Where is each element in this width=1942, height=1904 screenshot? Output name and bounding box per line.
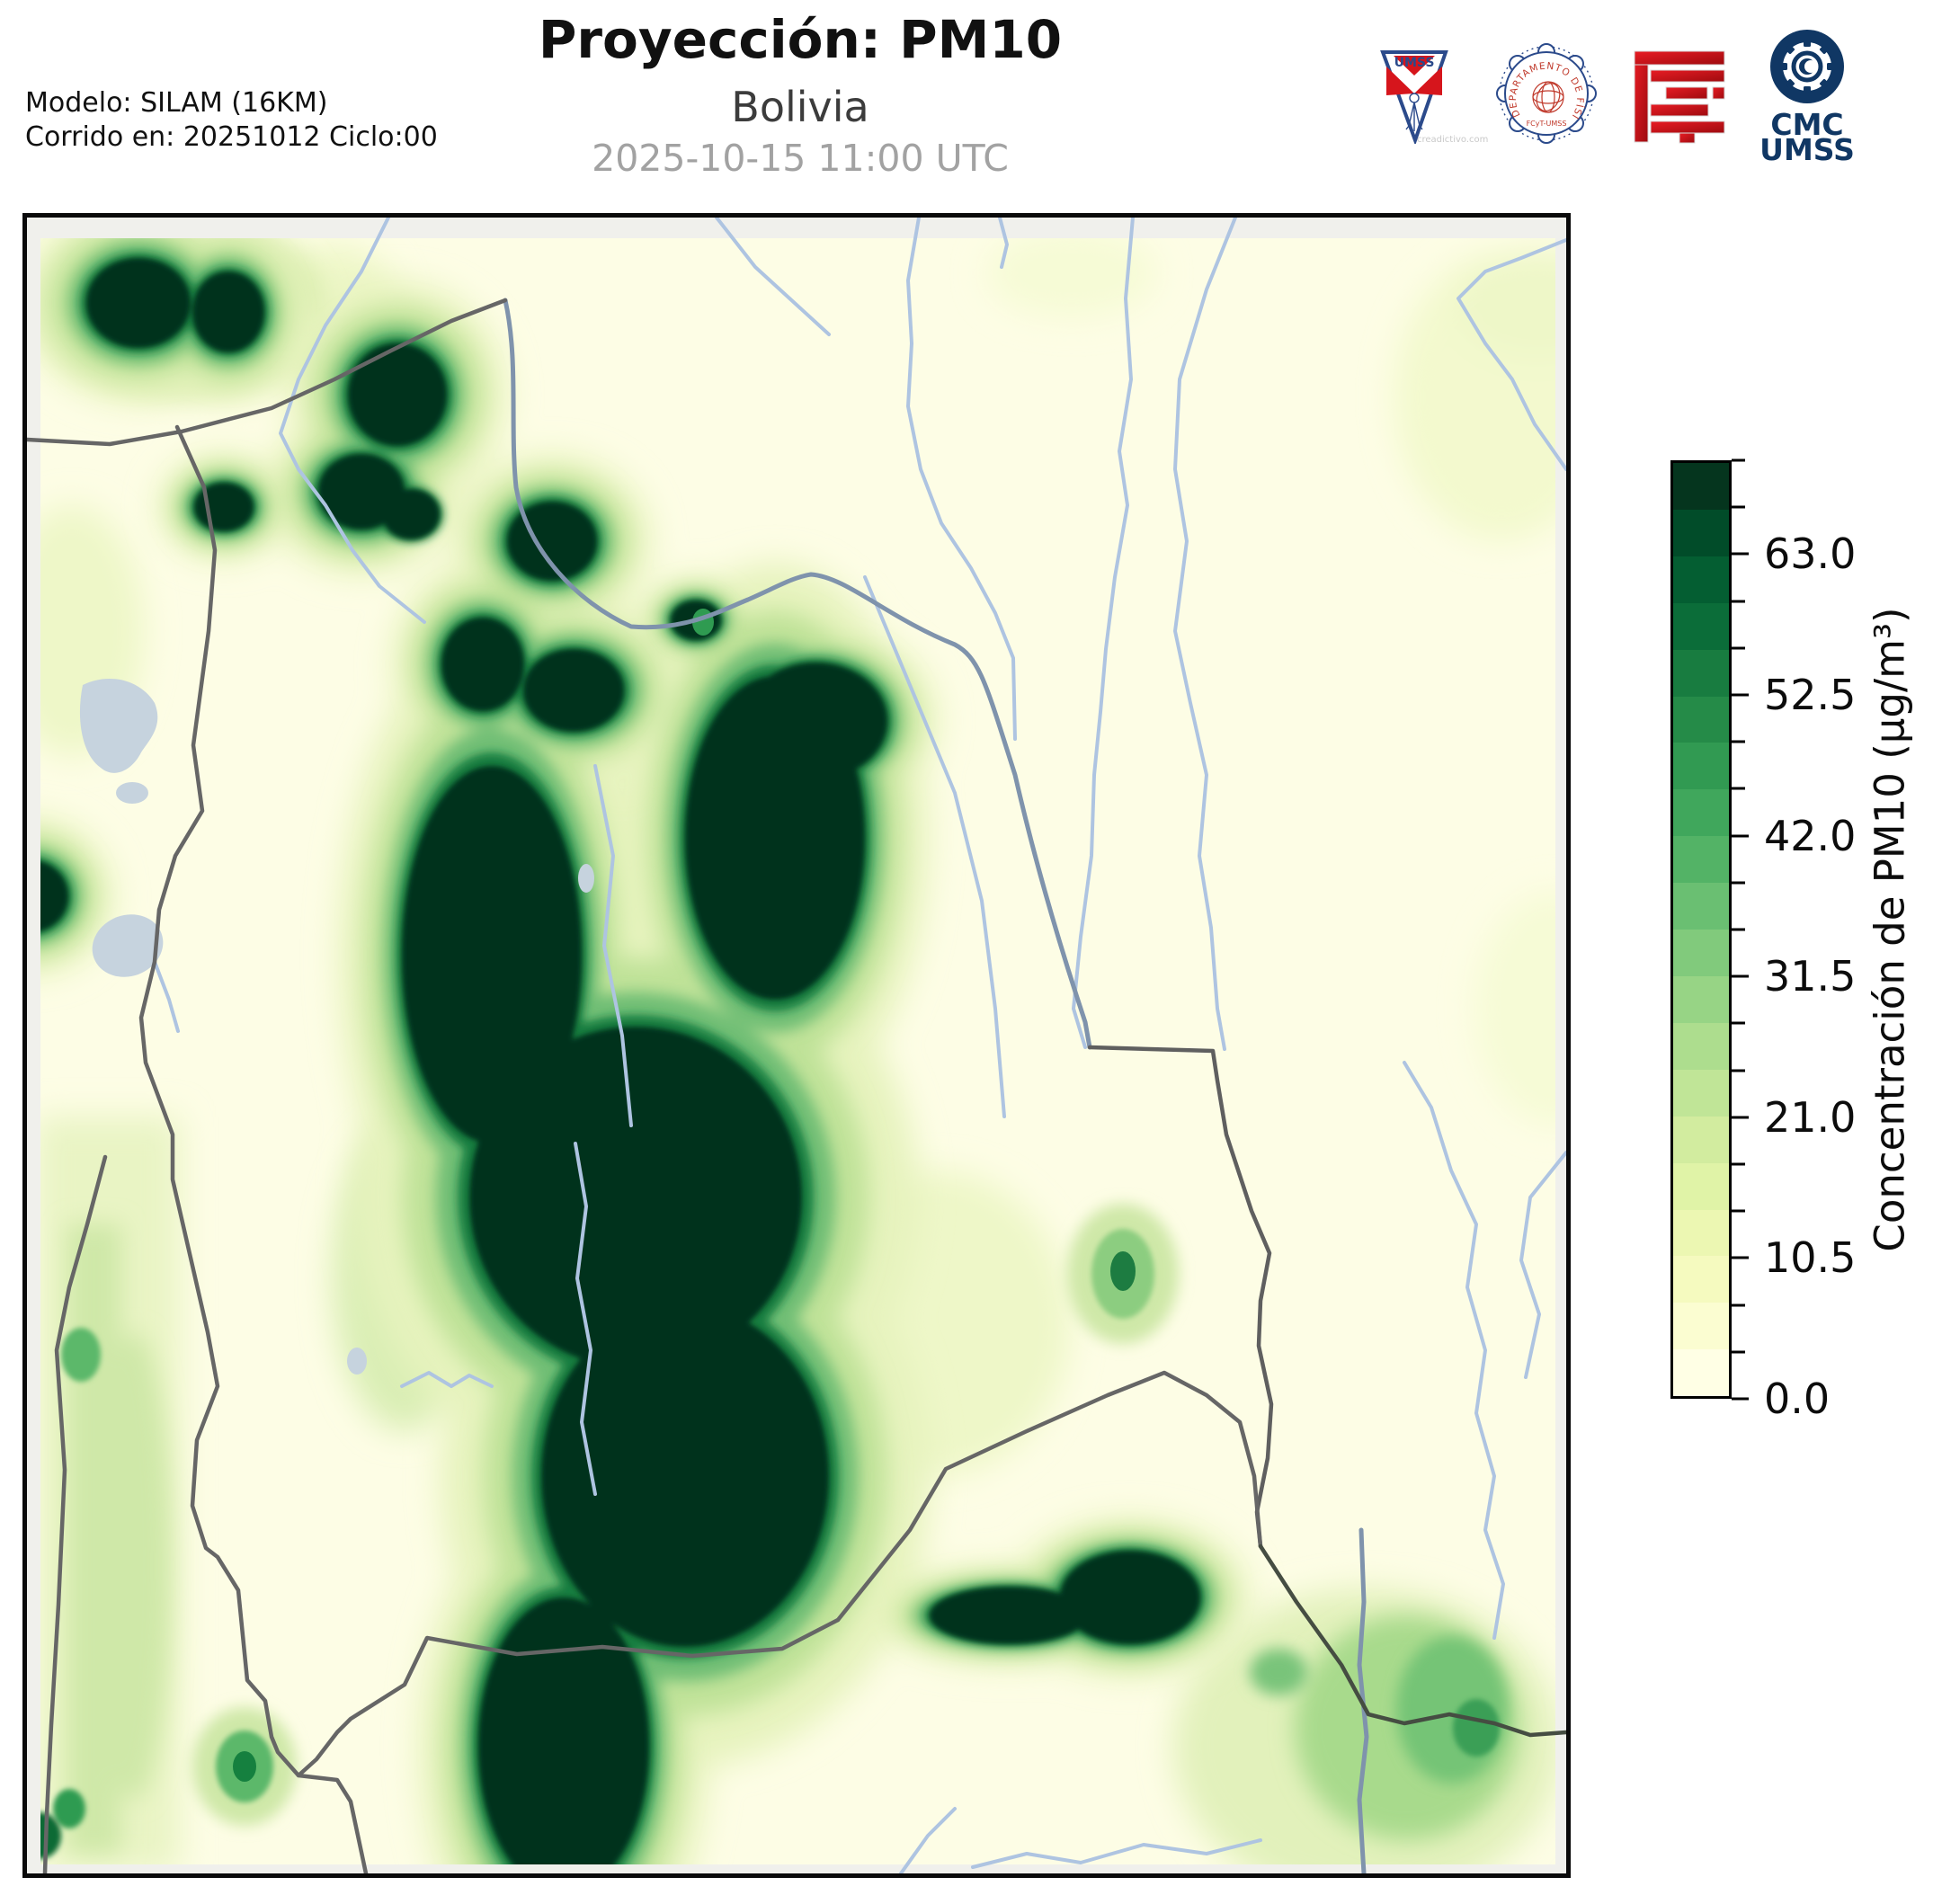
page-title: Proyección: PM10 bbox=[538, 9, 1063, 70]
colorbar-segment bbox=[1673, 789, 1729, 837]
colorbar-major-tick bbox=[1732, 834, 1749, 838]
border-south-east bbox=[1258, 1544, 1566, 1738]
colorbar-tick-label: 42.0 bbox=[1764, 811, 1857, 860]
cmc-text: CMC bbox=[1770, 107, 1843, 142]
cmc-umss-text: UMSS bbox=[1759, 132, 1855, 162]
colorbar-segment bbox=[1673, 1303, 1729, 1350]
colorbar-minor-tick bbox=[1732, 458, 1745, 462]
umss-pennant-logo: UMSS bbox=[1379, 49, 1449, 144]
umss-logo-text: UMSS bbox=[1394, 56, 1435, 70]
colorbar-minor-tick bbox=[1732, 505, 1745, 509]
colorbar-segment bbox=[1673, 1069, 1729, 1117]
model-info: Modelo: SILAM (16KM) Corrido en: 2025101… bbox=[25, 86, 438, 155]
colorbar-segment bbox=[1673, 883, 1729, 930]
rivers bbox=[153, 218, 1566, 1873]
colorbar-major-tick bbox=[1732, 1116, 1749, 1119]
colorbar-gradient bbox=[1670, 460, 1732, 1399]
region-subtitle: Bolivia bbox=[731, 83, 869, 131]
colorbar-segment bbox=[1673, 509, 1729, 556]
colorbar-ticks: 0.0 10.5 21.0 31.5 42.0 52.5 63.0 bbox=[1732, 458, 1942, 1423]
seal-bottom-text: FCyT-UMSS bbox=[1527, 120, 1567, 128]
colorbar-minor-tick bbox=[1732, 1162, 1745, 1166]
colorbar-segment bbox=[1673, 1116, 1729, 1163]
lake-titicaca bbox=[79, 678, 158, 773]
colorbar-tick-label: 0.0 bbox=[1764, 1375, 1831, 1423]
colorbar-minor-tick bbox=[1732, 1209, 1745, 1213]
border-north-west bbox=[27, 298, 508, 447]
colorbar-segment bbox=[1673, 1349, 1729, 1397]
logo-watermark: creadictivo.com bbox=[1417, 135, 1489, 145]
colorbar-segment bbox=[1673, 1209, 1729, 1257]
colorbar-minor-tick bbox=[1732, 1350, 1745, 1354]
colorbar-minor-tick bbox=[1732, 1303, 1745, 1307]
colorbar-axis-label: Concentración de PM10 (µg/m³) bbox=[1866, 607, 1914, 1252]
border-brazil-east bbox=[1087, 1045, 1274, 1549]
pm10-contour-field bbox=[40, 238, 1555, 1864]
border-paraguay bbox=[835, 1370, 1263, 1623]
cmc-gear-icon bbox=[1770, 30, 1844, 103]
colorbar-major-tick bbox=[1732, 974, 1749, 978]
colorbar-major-tick bbox=[1732, 552, 1749, 556]
colorbar-minor-tick bbox=[1732, 1069, 1745, 1072]
cmc-umss-logo: CMC UMSS bbox=[1753, 25, 1861, 162]
map-canvas bbox=[22, 213, 1571, 1878]
seal-globe-sketch bbox=[1532, 81, 1564, 113]
secondary-peaks bbox=[40, 609, 1508, 1859]
pennant-shape bbox=[1380, 50, 1448, 144]
colorbar-segment bbox=[1673, 463, 1729, 510]
border-argentina bbox=[296, 1617, 841, 1873]
colorbar-segment bbox=[1673, 602, 1729, 650]
colorbar-major-tick bbox=[1732, 693, 1749, 697]
colorbar-major-tick bbox=[1732, 1256, 1749, 1259]
colorbar-segment bbox=[1673, 930, 1729, 976]
colorbar-segment bbox=[1673, 649, 1729, 697]
colorbar-minor-tick bbox=[1732, 928, 1745, 931]
seal-scalloped-border bbox=[1496, 43, 1597, 144]
colorbar-major-tick bbox=[1732, 1397, 1749, 1401]
colorbar-minor-tick bbox=[1732, 787, 1745, 790]
colorbar-segment bbox=[1673, 1256, 1729, 1303]
colorbar-tick-label: 63.0 bbox=[1764, 529, 1857, 579]
colorbar-tick-label: 31.5 bbox=[1764, 952, 1857, 1001]
colorbar-tick-label: 10.5 bbox=[1764, 1233, 1857, 1283]
colorbar-segment bbox=[1673, 975, 1729, 1023]
border-peru-chile bbox=[138, 424, 301, 1778]
forecast-datetime: 2025-10-15 11:00 UTC bbox=[592, 137, 1009, 180]
colorbar-minor-tick bbox=[1732, 1021, 1745, 1025]
colorbar-segment bbox=[1673, 1162, 1729, 1210]
colorbar-minor-tick bbox=[1732, 881, 1745, 885]
colorbar-tick-label: 52.5 bbox=[1764, 671, 1857, 719]
colorbar-segment bbox=[1673, 1022, 1729, 1070]
colorbar-tick-label: 21.0 bbox=[1764, 1092, 1857, 1142]
colorbar-minor-tick bbox=[1732, 646, 1745, 650]
fisica-department-seal: DEPARTAMENTO DE FÍSICA FCyT-UMSS bbox=[1496, 43, 1597, 144]
pennant-emblem-lines bbox=[1405, 93, 1423, 131]
lakes bbox=[79, 678, 594, 1375]
model-name: Modelo: SILAM (16KM) bbox=[25, 87, 328, 119]
lake-poopo bbox=[92, 914, 164, 977]
colorbar-minor-tick bbox=[1732, 740, 1745, 743]
colorbar-segment bbox=[1673, 696, 1729, 743]
colorbar-segment bbox=[1673, 556, 1729, 603]
country-borders bbox=[27, 298, 1566, 1873]
colorbar-segment bbox=[1673, 836, 1729, 884]
model-run: Corrido en: 20251012 Ciclo:00 bbox=[25, 121, 438, 153]
fcyt-red-logo bbox=[1633, 49, 1728, 145]
colorbar-segment bbox=[1673, 743, 1729, 790]
colorbar-minor-tick bbox=[1732, 600, 1745, 603]
border-chile-west bbox=[42, 1154, 108, 1873]
